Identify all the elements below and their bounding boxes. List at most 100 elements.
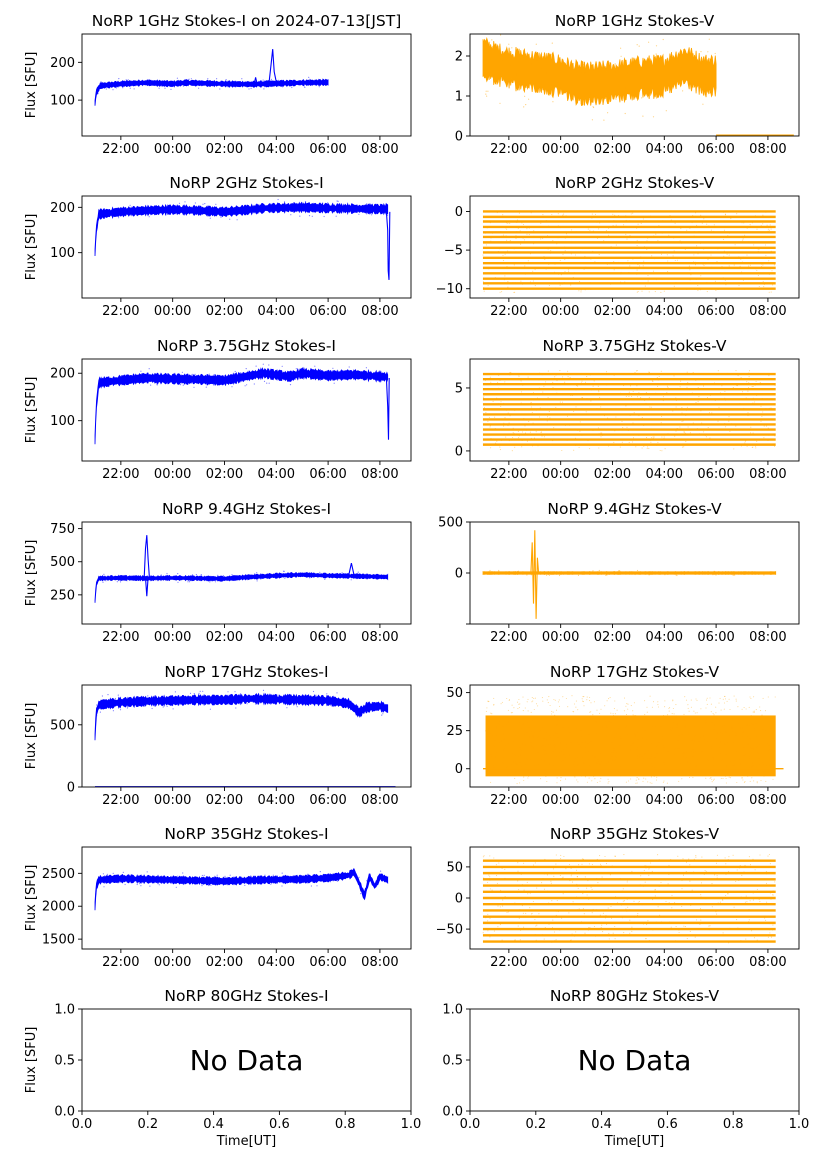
scatter-point	[550, 250, 552, 252]
scatter-point	[590, 763, 592, 765]
scatter-point	[668, 902, 670, 904]
scatter-point	[592, 570, 594, 572]
scatter-point	[631, 926, 633, 928]
scatter-point	[706, 291, 708, 293]
x-tick-label: 04:00	[646, 630, 683, 645]
scatter-point	[530, 759, 532, 761]
scatter-point	[713, 230, 715, 232]
scatter-point	[319, 575, 321, 577]
scatter-point	[485, 571, 487, 574]
scatter-point	[505, 723, 507, 725]
scatter-point	[740, 729, 743, 731]
scatter-point	[765, 765, 767, 767]
scatter-point	[735, 425, 737, 427]
scatter-point	[486, 404, 488, 406]
scatter-point	[693, 254, 695, 256]
scatter-point	[505, 409, 507, 411]
scatter-point	[723, 702, 726, 704]
scatter-point	[761, 397, 763, 400]
scatter-point	[348, 366, 350, 368]
scatter-point	[181, 375, 183, 377]
scatter-point	[772, 393, 774, 395]
scatter-point	[220, 216, 222, 218]
scatter-point	[623, 224, 625, 226]
scatter-point	[573, 766, 575, 768]
scatter-point	[325, 82, 328, 85]
scatter-point	[167, 84, 169, 86]
scatter-point	[150, 384, 152, 386]
scatter-point	[384, 707, 386, 709]
scatter-point	[508, 699, 511, 701]
scatter-point	[208, 884, 210, 887]
scatter-point	[640, 256, 642, 258]
scatter-point	[752, 432, 754, 434]
scatter-point	[654, 258, 656, 260]
scatter-point	[716, 394, 718, 396]
scatter-point	[616, 902, 619, 904]
y-tick-label: −5	[444, 244, 463, 259]
scatter-point	[508, 422, 510, 424]
scatter-point	[734, 716, 736, 718]
scatter-point	[521, 446, 523, 448]
scatter-point	[636, 569, 639, 572]
scatter-point	[742, 731, 744, 733]
scatter-point	[610, 433, 612, 435]
scatter-point	[633, 571, 635, 573]
scatter-point	[304, 86, 306, 88]
scatter-point	[588, 777, 590, 779]
y-tick-label: 100	[50, 414, 75, 429]
scatter-point	[683, 752, 685, 754]
scatter-point	[506, 222, 508, 224]
scatter-point	[127, 79, 129, 81]
scatter-point	[683, 755, 685, 758]
scatter-point	[647, 274, 649, 277]
scatter-point	[108, 700, 110, 703]
scatter-point	[641, 417, 643, 419]
scatter-point	[593, 925, 596, 928]
scatter-point	[541, 934, 543, 936]
scatter-point	[349, 870, 351, 873]
scatter-point	[710, 872, 712, 874]
scatter-point	[581, 863, 583, 865]
scatter-point	[577, 732, 579, 734]
scatter-point	[585, 266, 587, 268]
scatter-point	[600, 927, 602, 929]
scatter-point	[214, 880, 217, 882]
scatter-point	[688, 730, 690, 732]
scatter-point	[629, 919, 631, 921]
scatter-point	[545, 752, 547, 754]
scatter-point	[211, 580, 213, 582]
x-tick-label: 08:00	[361, 304, 398, 319]
scatter-point	[767, 936, 769, 938]
scatter-point	[611, 755, 614, 758]
scatter-point	[590, 740, 592, 742]
scatter-point	[563, 573, 565, 575]
series-burst	[253, 77, 258, 85]
scatter-point	[564, 246, 566, 248]
scatter-point	[513, 248, 515, 250]
scatter-point	[687, 571, 689, 573]
scatter-point	[755, 380, 757, 383]
scatter-point	[689, 269, 691, 271]
scatter-point	[733, 764, 735, 766]
scatter-point	[598, 885, 600, 887]
scatter-point	[686, 734, 688, 736]
scatter-point	[528, 420, 530, 423]
scatter-point	[638, 45, 640, 47]
scatter-point	[512, 740, 514, 743]
scatter-point	[758, 248, 760, 250]
scatter-point	[690, 762, 692, 765]
scatter-point	[161, 85, 163, 87]
scatter-point	[528, 910, 530, 912]
scatter-point	[520, 280, 522, 282]
scatter-point	[657, 854, 659, 856]
scatter-point	[598, 391, 600, 393]
x-tick-label: 00:00	[154, 793, 191, 808]
scatter-point	[591, 912, 593, 914]
scatter-point	[768, 260, 770, 262]
scatter-point	[662, 38, 664, 41]
scatter-point	[715, 706, 717, 708]
scatter-point	[281, 81, 283, 83]
scatter-point	[657, 384, 659, 386]
scatter-point	[641, 447, 643, 449]
